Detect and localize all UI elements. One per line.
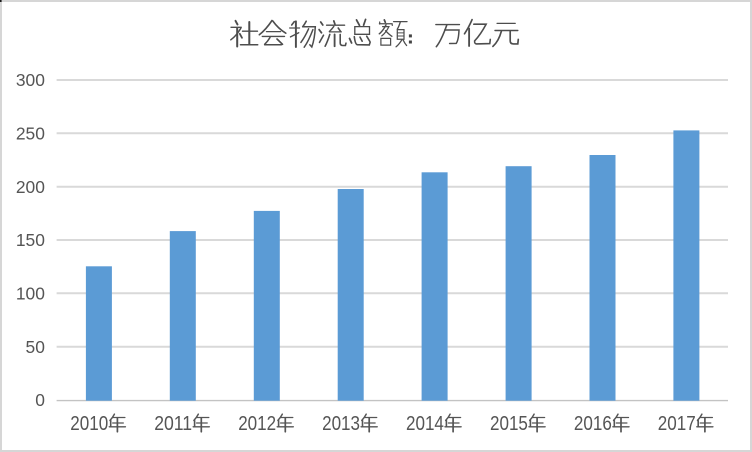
svg-text:100: 100 bbox=[16, 284, 45, 304]
svg-text:2013: 2013 bbox=[322, 413, 360, 435]
svg-text:150: 150 bbox=[16, 230, 45, 250]
svg-text:0: 0 bbox=[35, 390, 45, 410]
svg-text:2010: 2010 bbox=[70, 413, 108, 435]
svg-text:2015: 2015 bbox=[490, 413, 528, 435]
svg-text:50: 50 bbox=[26, 337, 45, 357]
svg-text:2014: 2014 bbox=[406, 413, 444, 435]
svg-text:300: 300 bbox=[16, 70, 45, 90]
svg-text:2017: 2017 bbox=[658, 413, 696, 435]
svg-text:200: 200 bbox=[16, 177, 45, 197]
svg-text:2012: 2012 bbox=[238, 413, 276, 435]
svg-text:2016: 2016 bbox=[574, 413, 612, 435]
svg-text:2011: 2011 bbox=[154, 413, 192, 435]
svg-text:250: 250 bbox=[16, 124, 45, 144]
